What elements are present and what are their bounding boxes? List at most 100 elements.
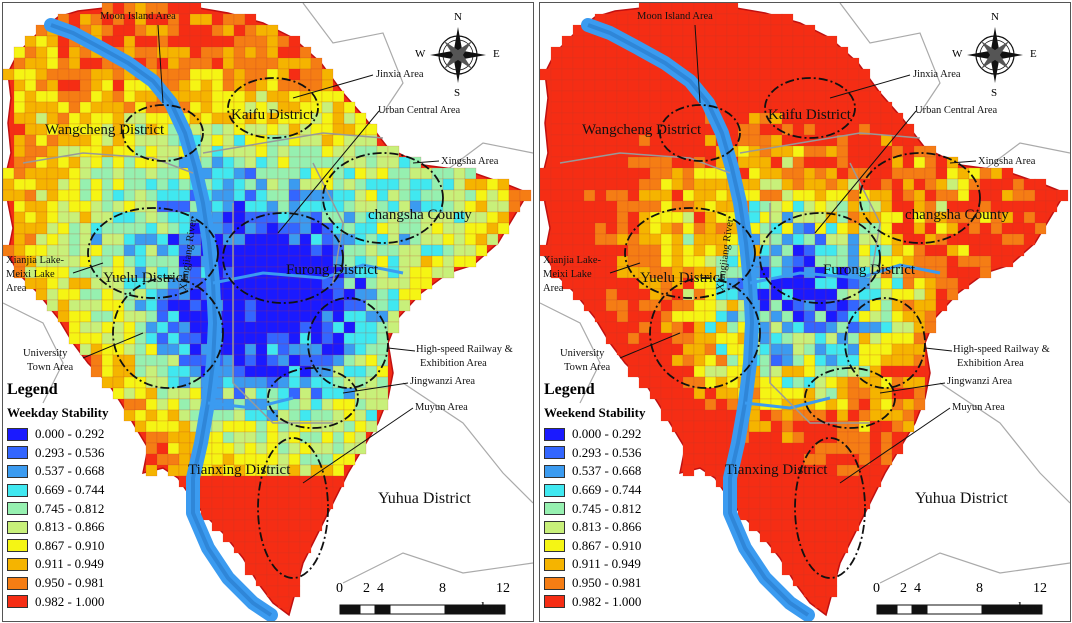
grid-cell xyxy=(90,200,103,213)
legend-item: 0.000 - 0.292 xyxy=(7,425,157,444)
grid-cell xyxy=(880,101,893,114)
legend-swatch xyxy=(544,446,565,460)
grid-cell xyxy=(376,222,389,235)
grid-cell xyxy=(288,486,301,499)
grid-cell xyxy=(321,244,334,257)
grid-cell xyxy=(233,343,246,356)
grid-cell xyxy=(935,299,948,312)
grid-cell xyxy=(759,442,772,455)
grid-cell xyxy=(13,68,26,81)
grid-cell xyxy=(902,310,915,323)
grid-cell xyxy=(156,409,169,422)
xianjia-label-2: Meixi Lake xyxy=(6,269,55,280)
grid-cell xyxy=(572,101,585,114)
grid-cell xyxy=(431,189,444,202)
grid-cell xyxy=(453,167,466,180)
grid-cell xyxy=(145,354,158,367)
grid-cell xyxy=(1034,222,1047,235)
grid-cell xyxy=(803,343,816,356)
grid-cell xyxy=(24,200,37,213)
legend-item: 0.950 - 0.981 xyxy=(7,574,157,593)
grid-cell xyxy=(902,123,915,136)
legend-swatch xyxy=(7,539,28,553)
grid-cell xyxy=(178,57,191,70)
grid-cell xyxy=(671,46,684,59)
grid-cell xyxy=(288,519,301,532)
grid-cell xyxy=(605,233,618,246)
grid-cell xyxy=(770,486,783,499)
leader-line xyxy=(387,347,416,352)
grid-cell xyxy=(244,343,257,356)
grid-cell xyxy=(792,321,805,334)
grid-cell xyxy=(57,299,70,312)
grid-cell xyxy=(1034,200,1047,213)
grid-cell xyxy=(442,233,455,246)
grid-cell xyxy=(671,343,684,356)
grid-cell xyxy=(880,112,893,125)
grid-cell xyxy=(57,79,70,92)
grid-cell xyxy=(660,299,673,312)
area-ellipse xyxy=(759,212,881,304)
grid-cell xyxy=(255,200,268,213)
grid-cell xyxy=(299,156,312,169)
grid-cell xyxy=(167,464,180,477)
grid-cell xyxy=(682,35,695,48)
grid-cell xyxy=(255,310,268,323)
scale-tick-0: 0 xyxy=(873,581,880,596)
grid-cell xyxy=(79,321,92,334)
highspeed-label-1: High-speed Railway & xyxy=(416,344,513,355)
grid-cell xyxy=(726,387,739,400)
grid-cell xyxy=(561,79,574,92)
grid-cell xyxy=(409,255,422,268)
grid-cell xyxy=(343,200,356,213)
grid-cell xyxy=(781,233,794,246)
grid-cell xyxy=(277,552,290,565)
grid-cell xyxy=(583,68,596,81)
grid-cell xyxy=(693,420,706,433)
grid-cell xyxy=(946,288,959,301)
leader-line xyxy=(839,407,951,484)
grid-cell xyxy=(211,68,224,81)
grid-cell xyxy=(770,541,783,554)
grid-cell xyxy=(1001,167,1014,180)
grid-cell xyxy=(759,46,772,59)
grid-cell xyxy=(825,519,838,532)
grid-cell xyxy=(737,90,750,103)
university-label-2: Town Area xyxy=(564,362,611,373)
grid-cell xyxy=(814,200,827,213)
grid-cell xyxy=(682,365,695,378)
grid-cell xyxy=(277,200,290,213)
compass-w: W xyxy=(415,48,426,60)
legend: Legend Weekend Stability 0.000 - 0.292 0.… xyxy=(544,381,694,611)
grid-cell xyxy=(123,211,136,224)
grid-cell xyxy=(167,35,180,48)
grid-cell xyxy=(726,3,739,15)
county-boundary xyxy=(342,552,533,584)
grid-cell xyxy=(891,200,904,213)
grid-cell xyxy=(277,79,290,92)
grid-cell xyxy=(638,156,651,169)
grid-cell xyxy=(814,167,827,180)
grid-cell xyxy=(869,442,882,455)
grid-cell xyxy=(979,178,992,191)
grid-cell xyxy=(13,167,26,180)
county-boundary xyxy=(540,302,601,404)
grid-cell xyxy=(660,167,673,180)
grid-cell xyxy=(781,563,794,576)
grid-cell xyxy=(715,200,728,213)
grid-cell xyxy=(233,46,246,59)
grid-cell xyxy=(101,255,114,268)
grid-cell xyxy=(35,189,48,202)
legend-stability-label: Weekend Stability xyxy=(544,405,646,420)
grid-cell xyxy=(13,178,26,191)
grid-cell xyxy=(79,277,92,290)
grid-cell xyxy=(277,57,290,70)
scale-tick-8: 8 xyxy=(439,581,446,596)
grid-cell xyxy=(825,233,838,246)
grid-cell xyxy=(277,585,290,598)
grid-cell xyxy=(387,288,400,301)
grid-cell xyxy=(189,3,202,15)
grid-cell xyxy=(979,222,992,235)
area-ellipse xyxy=(624,207,756,299)
grid-cell xyxy=(68,46,81,59)
